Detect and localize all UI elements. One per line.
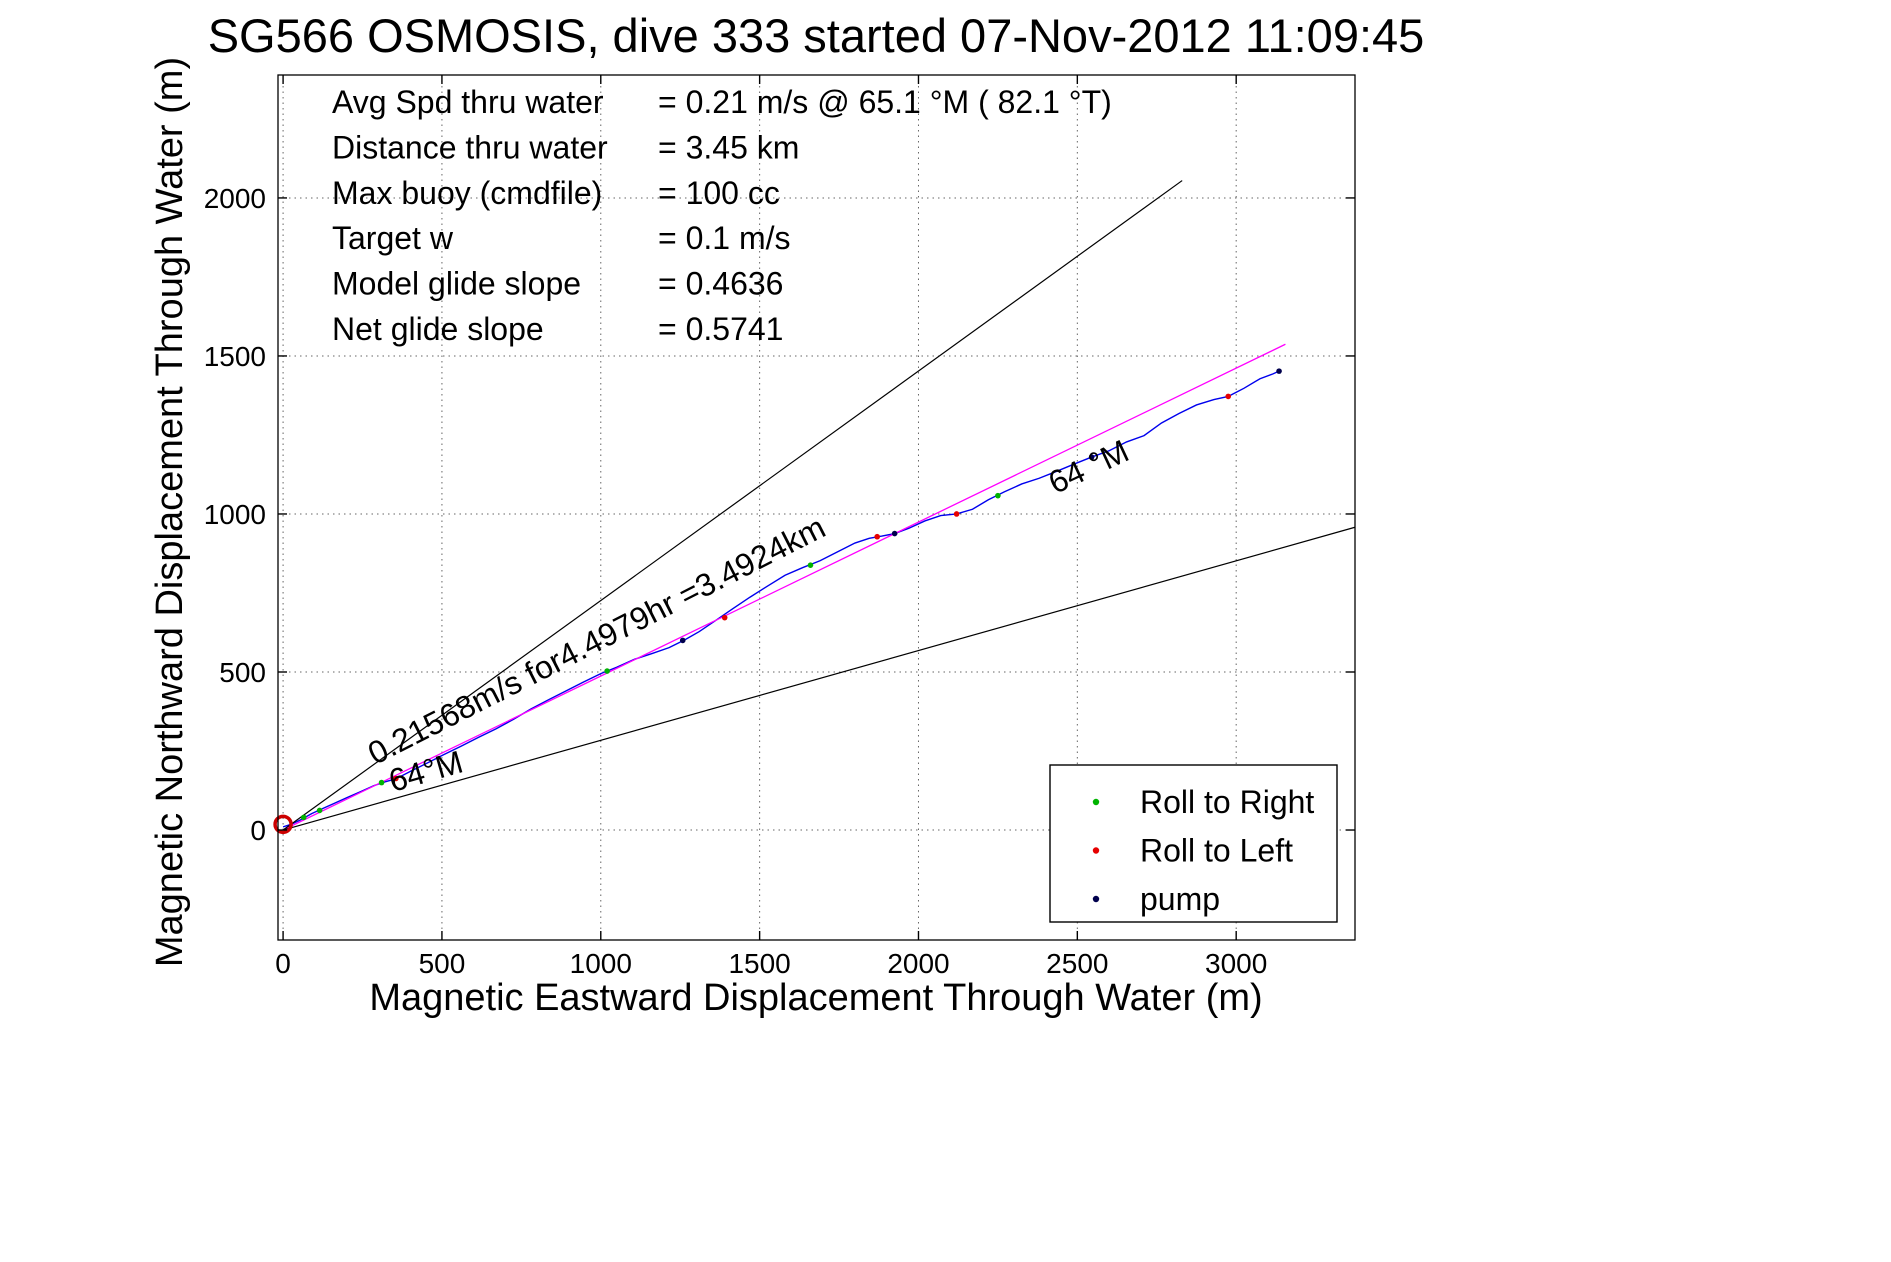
stats-label: Distance thru water (332, 129, 608, 165)
roll-to-left-marker (393, 775, 399, 782)
legend-marker-pump (1092, 895, 1100, 903)
avg-bearing-line-line (282, 343, 1286, 831)
legend-label: Roll to Right (1140, 784, 1314, 820)
legend-label: pump (1140, 881, 1220, 917)
dive-track-line (282, 370, 1280, 828)
legend-marker-roll-to-right (1092, 798, 1100, 806)
x-tick-label: 500 (419, 948, 466, 979)
pump-marker (891, 530, 898, 537)
x-tick-label: 0 (275, 948, 291, 979)
stats-value: = 0.21 m/s @ 65.1 °M ( 82.1 °T) (658, 84, 1112, 120)
x-axis-label: Magnetic Eastward Displacement Through W… (369, 977, 1262, 1019)
roll-to-right-marker (807, 562, 814, 568)
annotation-text: 64 °M (1043, 433, 1134, 501)
stats-label: Avg Spd thru water (332, 84, 604, 120)
y-tick-label: 1000 (204, 499, 266, 530)
wedge-lower-line (282, 526, 1356, 831)
stats-label: Target w (332, 220, 454, 256)
roll-to-right-marker (316, 807, 323, 814)
stats-value: = 3.45 km (658, 129, 799, 165)
axes-border (277, 74, 1356, 941)
roll-to-right-marker (378, 779, 385, 786)
stats-value: = 0.1 m/s (658, 220, 791, 256)
stats-label: Max buoy (cmdfile) (332, 175, 602, 211)
legend-marker-roll-to-left (1092, 847, 1100, 854)
x-tick-label: 3000 (1205, 948, 1267, 979)
chart-title: SG566 OSMOSIS, dive 333 started 07-Nov-2… (208, 9, 1425, 62)
y-tick-label: 1500 (204, 341, 266, 372)
stats-value: = 0.4636 (658, 266, 783, 302)
x-tick-label: 2500 (1046, 948, 1108, 979)
dive-start-marker (273, 814, 293, 835)
pump-marker (1088, 454, 1095, 460)
pump-marker (679, 637, 686, 644)
roll-to-left-marker (721, 614, 728, 621)
x-tick-label: 2000 (887, 948, 949, 979)
legend-box (1049, 764, 1338, 923)
y-axis-label: Magnetic Northward Displacement Through … (149, 57, 191, 967)
roll-to-right-marker (604, 668, 610, 674)
roll-to-right-marker (995, 492, 1001, 499)
stats-label: Net glide slope (332, 311, 544, 347)
roll-to-left-marker (1225, 393, 1232, 400)
stats-label: Model glide slope (332, 266, 581, 302)
wedge-upper-line (282, 180, 1183, 831)
y-tick-label: 500 (219, 657, 266, 688)
roll-to-left-marker (953, 511, 960, 517)
y-tick-label: 0 (250, 815, 266, 846)
x-tick-label: 1500 (728, 948, 790, 979)
stats-value: = 100 cc (658, 175, 780, 211)
annotation-text: 0.21568m/s for4.4979hr =3.4924km (362, 509, 831, 772)
legend-label: Roll to Left (1140, 833, 1293, 869)
x-tick-label: 1000 (570, 948, 632, 979)
roll-to-right-marker (300, 814, 307, 821)
pump-marker (1276, 368, 1282, 374)
stats-value: = 0.5741 (658, 311, 783, 347)
y-tick-label: 2000 (204, 183, 266, 214)
roll-to-left-marker (874, 533, 880, 540)
